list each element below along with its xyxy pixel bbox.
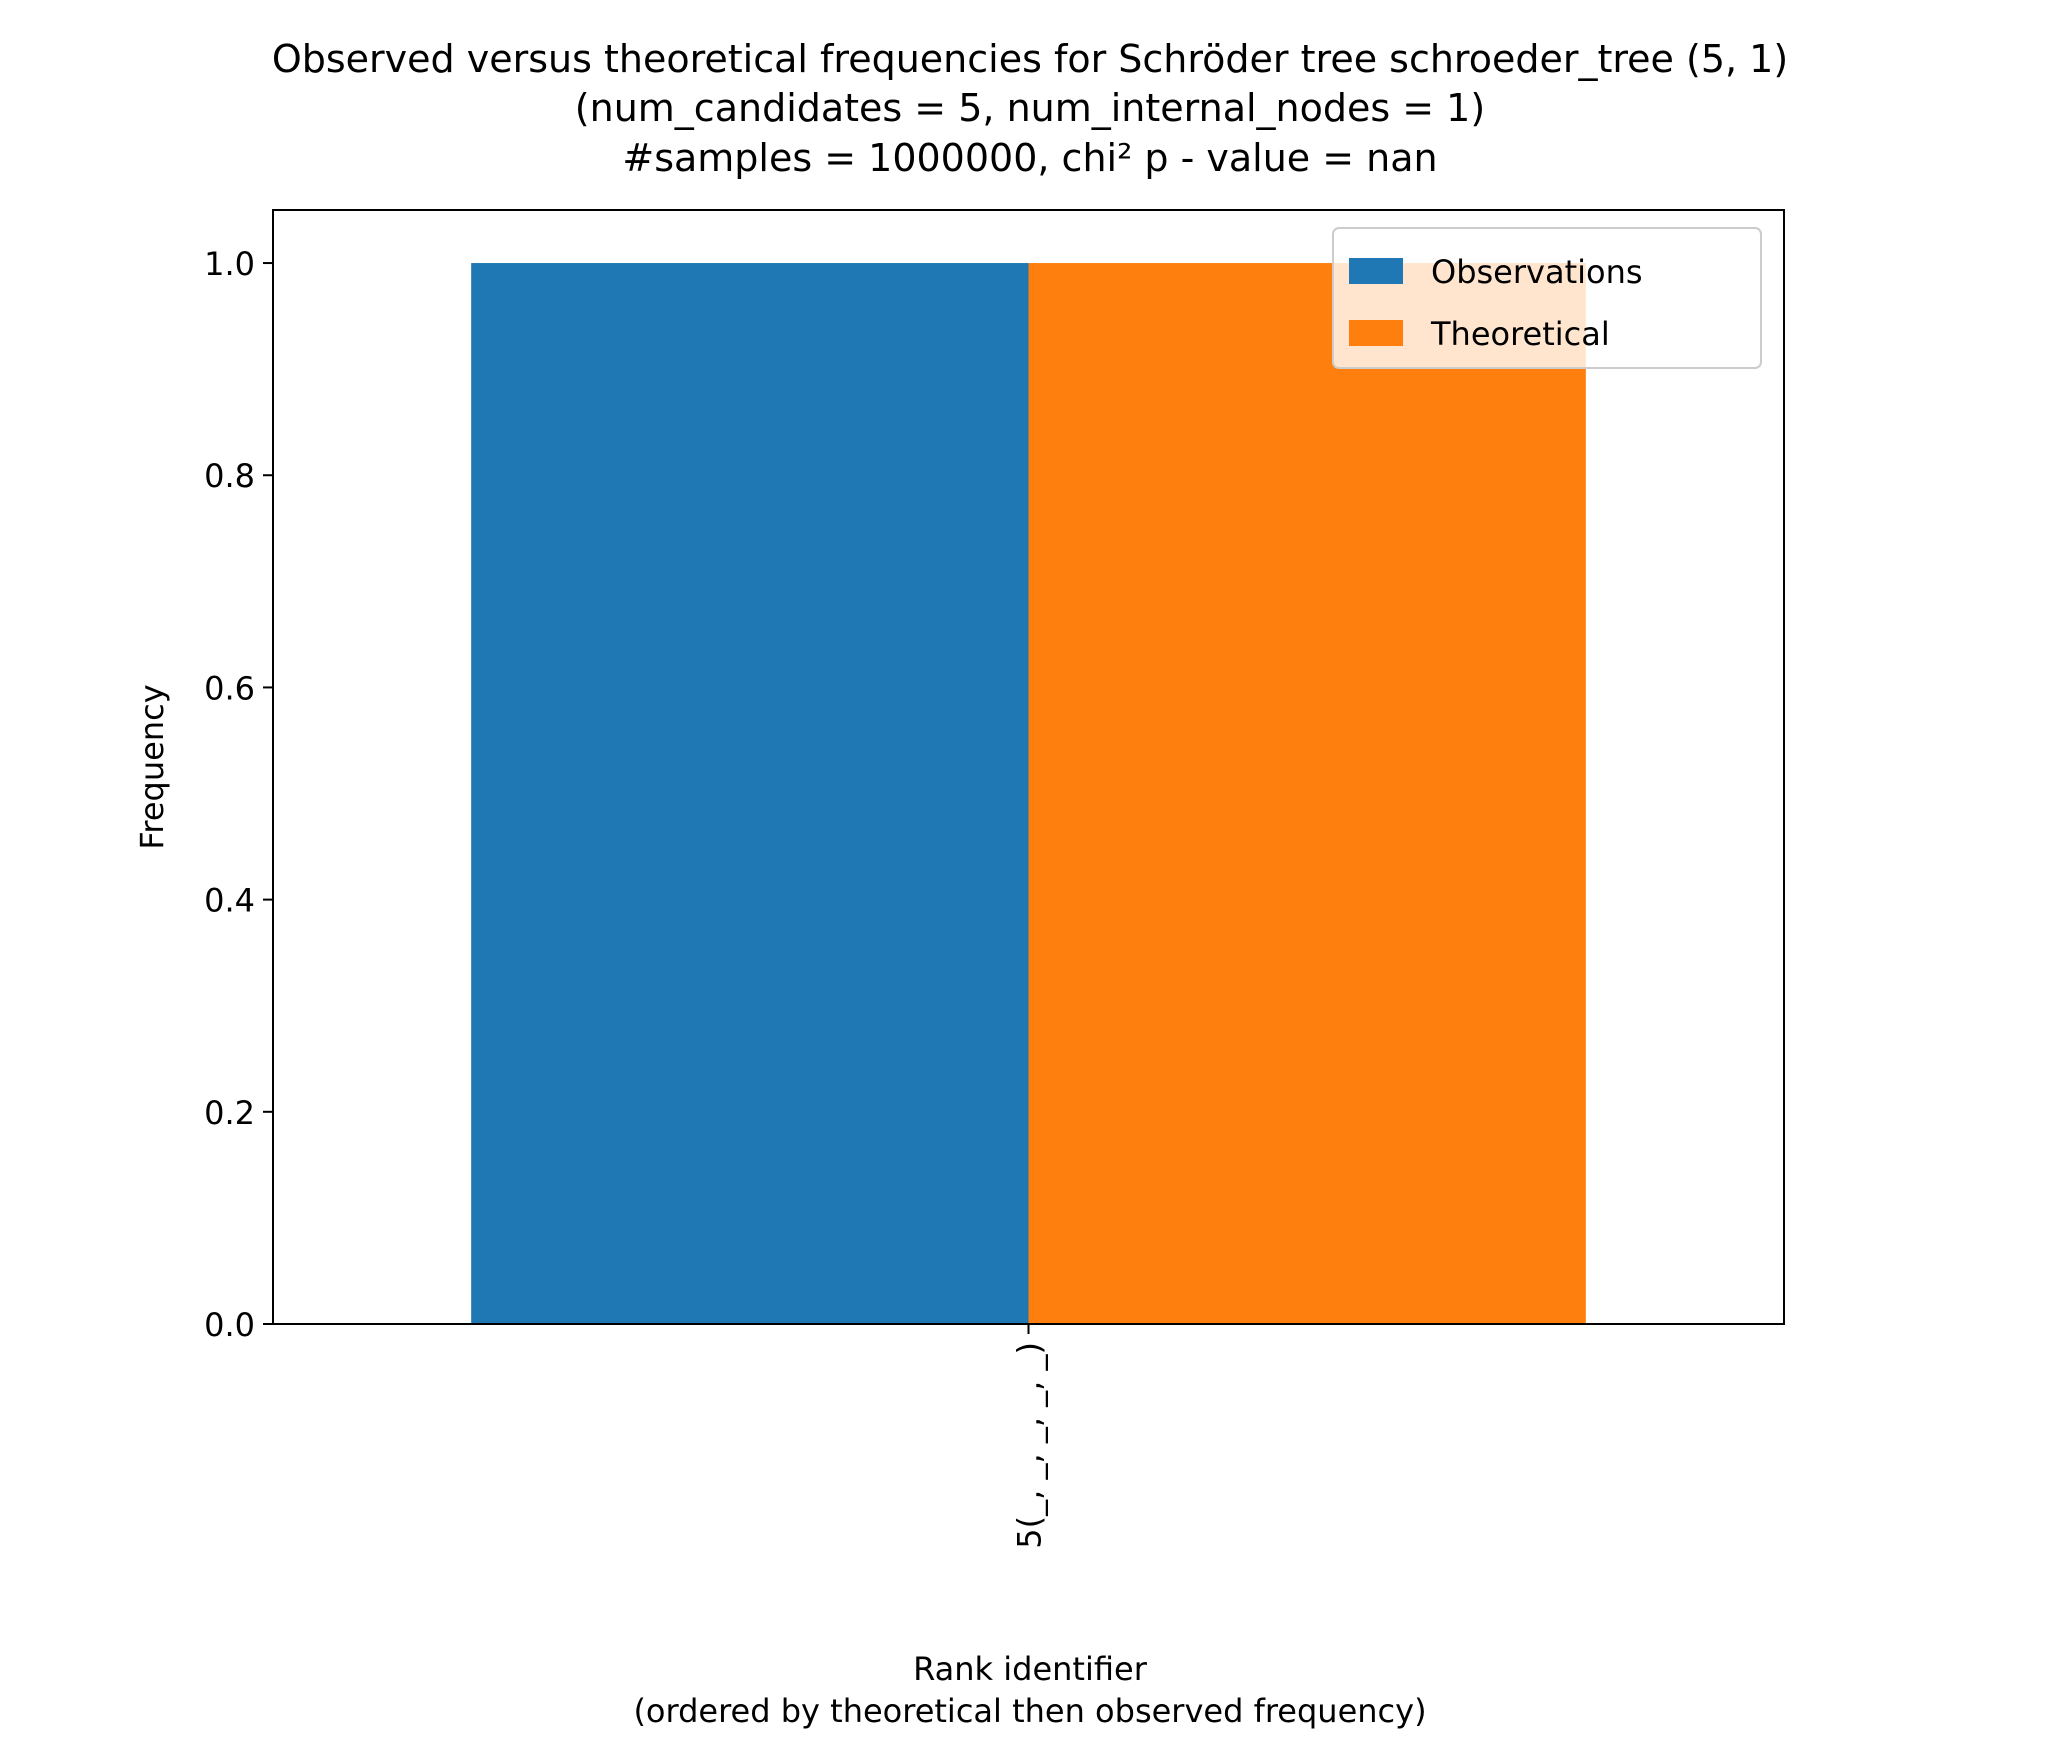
chart-title: Observed versus theoretical frequencies … [272,37,1788,180]
y-axis-label: Frequency [133,684,171,849]
legend-label-observations: Observations [1431,253,1643,291]
y-tick-label: 0.0 [204,1306,255,1344]
y-tick-label: 1.0 [204,245,255,283]
legend-label-theoretical: Theoretical [1430,315,1610,353]
x-tick-label: 5(_, _, _, _, _) [1011,1342,1049,1549]
chart-title-line-2: (num_candidates = 5, num_internal_nodes … [575,86,1485,130]
legend: Observations Theoretical [1332,227,1762,369]
x-axis: 5(_, _, _, _, _) [1011,1324,1049,1549]
y-tick-label: 0.2 [204,1094,255,1132]
bar-theoretical-0 [1028,263,1586,1324]
legend-swatch-theoretical [1349,320,1403,346]
legend-swatch-observations [1349,258,1403,284]
y-axis: 0.0 0.2 0.4 0.6 0.8 1.0 [204,245,273,1344]
chart-title-line-1: Observed versus theoretical frequencies … [272,37,1788,81]
y-tick-label: 0.8 [204,457,255,495]
plot-frame [272,209,1785,1325]
x-axis-label-line-1: Rank identifier [913,1650,1148,1688]
y-tick-label: 0.4 [204,882,255,920]
bars-layer [471,263,1586,1324]
x-axis-label-line-2: (ordered by theoretical then observed fr… [633,1692,1426,1730]
legend-frame [1332,227,1762,369]
x-axis-label: Rank identifier (ordered by theoretical … [633,1650,1426,1730]
y-tick-label: 0.6 [204,669,255,707]
bar-observations-0 [471,263,1029,1324]
chart-title-line-3: #samples = 1000000, chi² p - value = nan [622,136,1437,180]
